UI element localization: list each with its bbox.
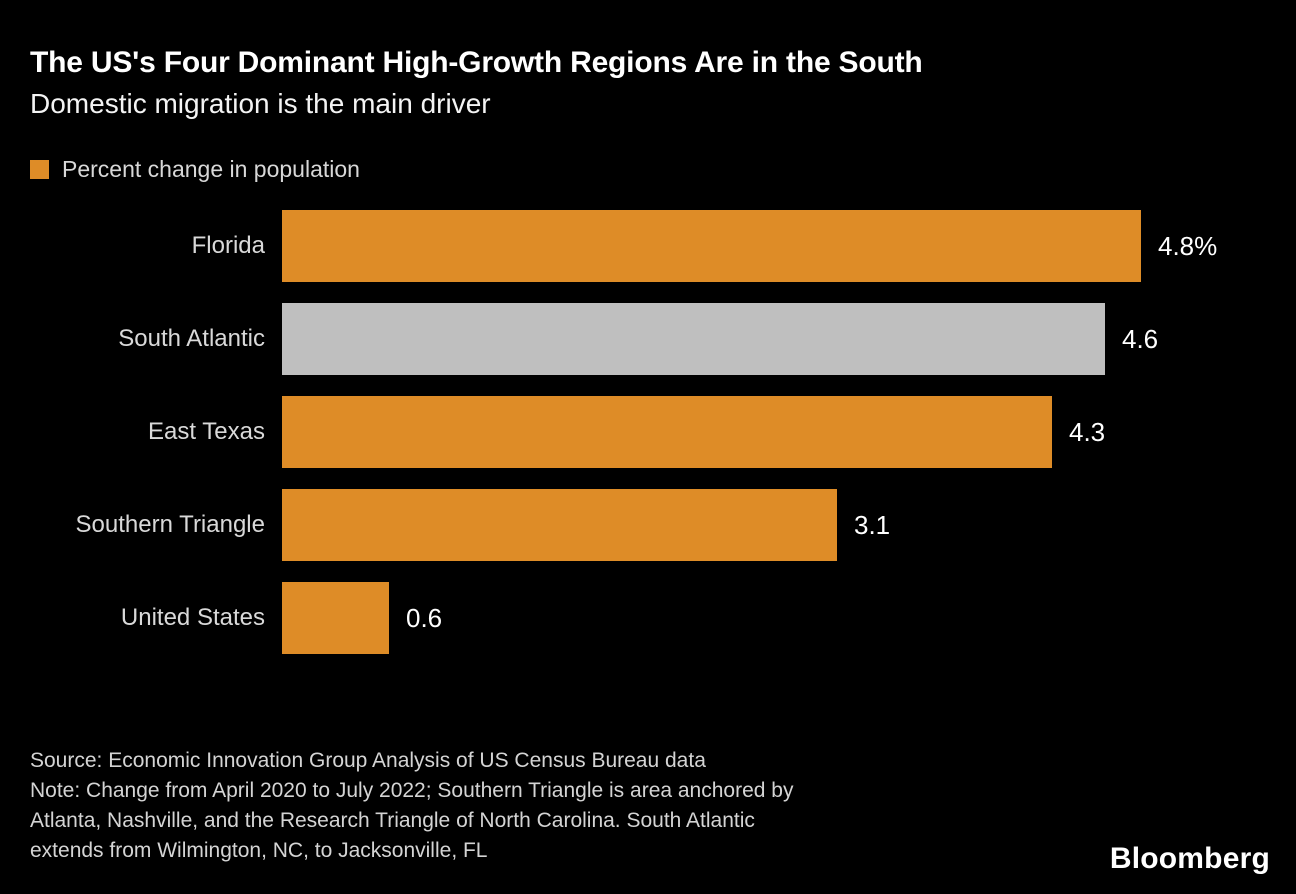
category-label: Florida bbox=[191, 232, 265, 259]
note-line-3: extends from Wilmington, NC, to Jacksonv… bbox=[30, 839, 488, 862]
bar bbox=[282, 303, 1105, 375]
bar-plot-area: Florida 4.8% South Atlantic 4.6 East Texas 4.… bbox=[0, 210, 1296, 655]
value-label: 4.6 bbox=[1122, 324, 1159, 354]
chart-title: The US's Four Dominant High-Growth Regio… bbox=[30, 46, 923, 79]
bar bbox=[282, 582, 389, 654]
category-label: Southern Triangle bbox=[75, 511, 265, 538]
chart-subtitle: Domestic migration is the main driver bbox=[30, 88, 491, 119]
bar-row: Florida 4.8% bbox=[0, 210, 1296, 282]
bar-row: Southern Triangle 3.1 bbox=[0, 489, 1296, 561]
note-line-2: Atlanta, Nashville, and the Research Tri… bbox=[30, 809, 755, 832]
bar-row: South Atlantic 4.6 bbox=[0, 303, 1296, 375]
bar-row: United States 0.6 bbox=[0, 582, 1296, 654]
category-label: East Texas bbox=[148, 418, 265, 445]
value-label: 0.6 bbox=[406, 603, 443, 633]
category-label: United States bbox=[120, 604, 265, 631]
bar-row: East Texas 4.3 bbox=[0, 396, 1296, 468]
bar bbox=[282, 396, 1052, 468]
source-line: Source: Economic Innovation Group Analys… bbox=[30, 749, 706, 772]
value-label: 3.1 bbox=[854, 510, 891, 540]
legend-swatch-icon bbox=[30, 159, 49, 179]
value-label: 4.8% bbox=[1158, 231, 1218, 261]
legend: Percent change in population bbox=[30, 155, 360, 182]
footnotes: Source: Economic Innovation Group Analys… bbox=[30, 746, 793, 866]
bloomberg-logo: Bloomberg bbox=[1109, 842, 1270, 875]
note-line-1: Note: Change from April 2020 to July 202… bbox=[30, 779, 794, 802]
category-label: South Atlantic bbox=[118, 325, 265, 352]
bar bbox=[282, 489, 837, 561]
legend-label: Percent change in population bbox=[62, 155, 360, 182]
bar bbox=[282, 210, 1141, 282]
value-label: 4.3 bbox=[1069, 417, 1106, 447]
